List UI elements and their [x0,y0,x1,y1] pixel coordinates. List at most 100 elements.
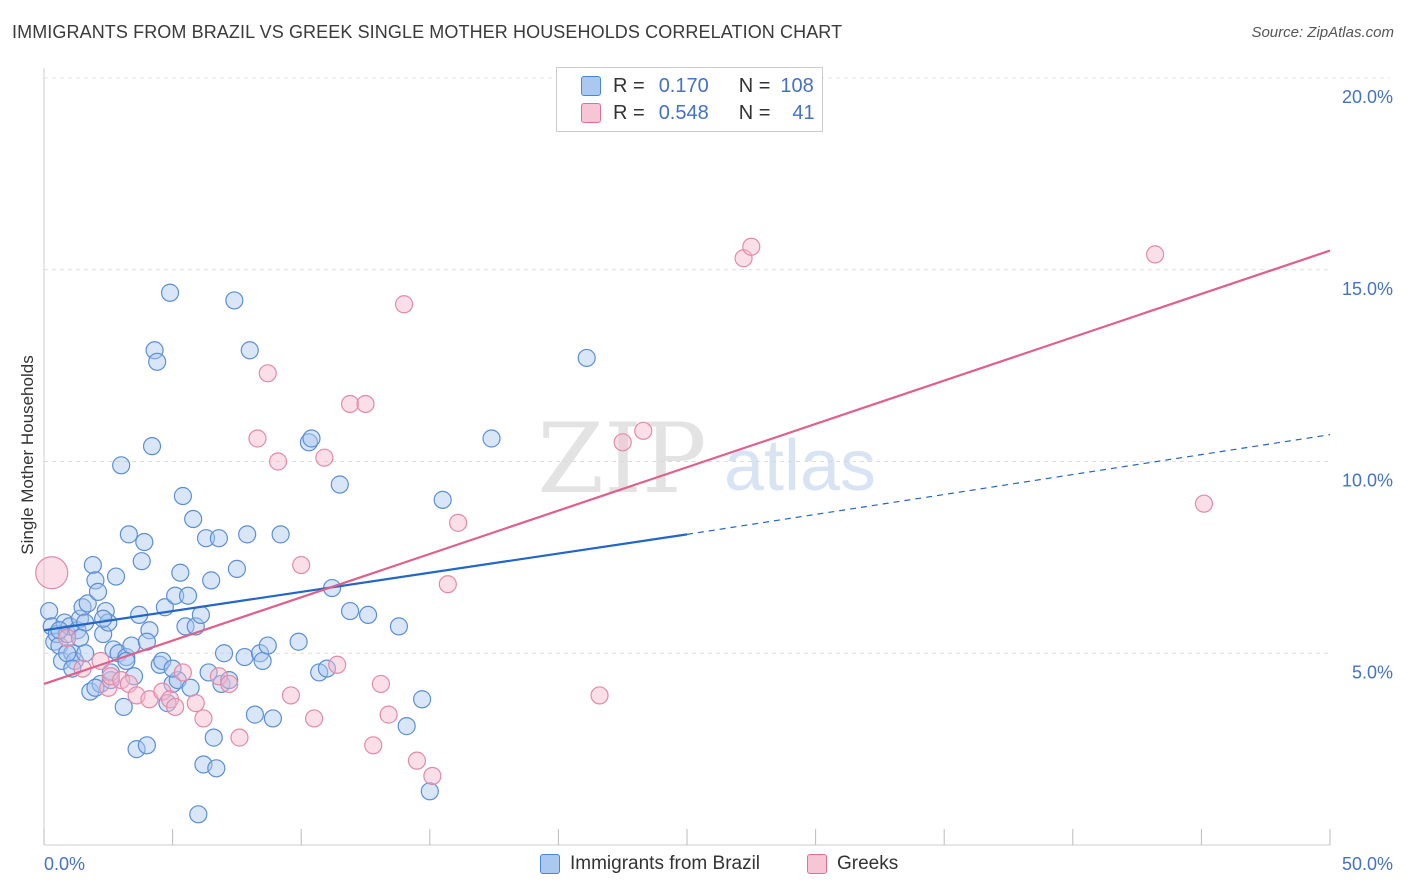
data-point-greeks [304,709,324,728]
data-point-greeks [590,686,609,705]
legend-swatch-blue [581,76,601,96]
bottom-legend-swatch-blue [540,854,560,874]
trend-line-brazil-extension [686,434,1331,535]
data-point-brazil [577,348,596,368]
data-point-brazil [135,532,154,552]
legend-r-label: R = [613,74,645,97]
trend-line-brazil [43,533,688,632]
bottom-legend-label: Immigrants from Brazil [570,853,761,874]
data-point-brazil [101,663,120,682]
data-point-greeks [209,667,228,686]
data-point-greeks [220,674,239,694]
data-point-greeks [58,628,77,648]
data-point-brazil [140,621,159,640]
y-tick-label: 20.0% [1342,87,1393,107]
data-point-brazil [166,586,185,605]
data-point-brazil [317,659,337,678]
legend-swatch-pink [581,103,601,123]
data-point-brazil [235,647,254,667]
x-tick-label: 50.0% [1342,854,1393,874]
data-point-brazil [238,525,257,544]
data-point-greeks [364,736,383,755]
data-point-brazil [199,663,218,682]
data-point-brazil [160,283,180,302]
data-point-greeks [438,575,457,594]
data-point-greeks [101,667,120,686]
data-point-brazil [112,456,131,475]
data-point-greeks [742,237,761,256]
data-point-brazil [253,651,272,671]
data-point-brazil [412,690,432,709]
data-point-brazil [214,644,234,663]
data-point-brazil [289,632,308,651]
data-point-brazil [94,624,113,644]
series-greeks [35,237,1214,786]
data-point-brazil [178,586,198,605]
data-point-greeks [153,682,172,701]
data-point-greeks [248,429,267,448]
data-point-greeks [1194,494,1214,513]
data-point-brazil [302,429,321,448]
data-point-greeks [379,705,398,724]
data-point-brazil [389,617,409,636]
data-point-greeks [35,556,69,590]
axes [43,68,1331,846]
data-point-brazil [127,740,146,759]
data-point-brazil [78,594,97,613]
data-point-brazil [86,678,105,697]
legend-r-value: 0.548 [658,101,709,124]
legend-row-greeks: R = 0.548 N = 41 [581,100,815,126]
data-point-brazil [94,609,113,628]
legend: R = 0.170 N = 108 R = 0.548 N = 41 [556,67,823,132]
data-point-greeks [194,709,213,728]
data-point-brazil [176,617,195,636]
data-point-greeks [613,433,632,452]
data-point-brazil [86,571,105,590]
data-point-brazil [204,728,223,747]
data-point-brazil [189,805,208,824]
data-point-brazil [263,709,283,728]
y-tick-label: 15.0% [1342,279,1393,299]
bottom-legend-label: Greeks [837,853,899,874]
data-point-greeks [258,364,277,383]
data-point-greeks [340,394,360,414]
data-point-greeks [634,421,653,440]
legend-n-label: N = [738,101,771,124]
x-tick-label: 0.0% [44,854,85,874]
data-point-greeks [186,694,205,713]
data-point-greeks [166,697,185,717]
data-point-brazil [181,678,200,697]
y-tick-label: 10.0% [1342,471,1393,491]
tick-labels: 5.0% 10.0% 15.0% 20.0% 0.0% 50.0% [44,87,1393,874]
data-point-brazil [88,582,108,601]
data-point-brazil [245,705,265,724]
data-point-brazil [58,644,77,663]
data-point-brazil [420,782,439,801]
bottom-legend-greeks: Greeks [807,852,898,876]
y-tick-label: 5.0% [1352,662,1393,682]
data-point-greeks [173,663,192,682]
data-point-brazil [225,291,244,310]
data-point-greeks [356,394,375,414]
data-point-brazil [163,659,182,678]
data-point-brazil [191,605,210,625]
series-immigrants-from-brazil [40,283,596,824]
data-point-brazil [330,475,349,494]
trend-line-greeks [43,249,1331,685]
data-point-greeks [1146,245,1165,264]
data-point-brazil [40,601,59,621]
legend-row-brazil: R = 0.170 N = 108 [581,73,814,99]
data-point-brazil [433,490,452,509]
data-point-brazil [209,529,228,548]
legend-n-label: N = [738,74,771,97]
data-point-brazil [397,717,416,736]
data-point-brazil [240,341,259,360]
data-point-brazil [207,759,226,778]
trend-lines [43,249,1331,685]
chart-title: IMMIGRANTS FROM BRAZIL VS GREEK SINGLE M… [12,22,843,42]
data-point-brazil [132,552,151,571]
watermark-atlas: atlas [724,426,876,506]
bottom-legend-swatch-pink [807,854,827,874]
data-point-brazil [184,509,203,529]
